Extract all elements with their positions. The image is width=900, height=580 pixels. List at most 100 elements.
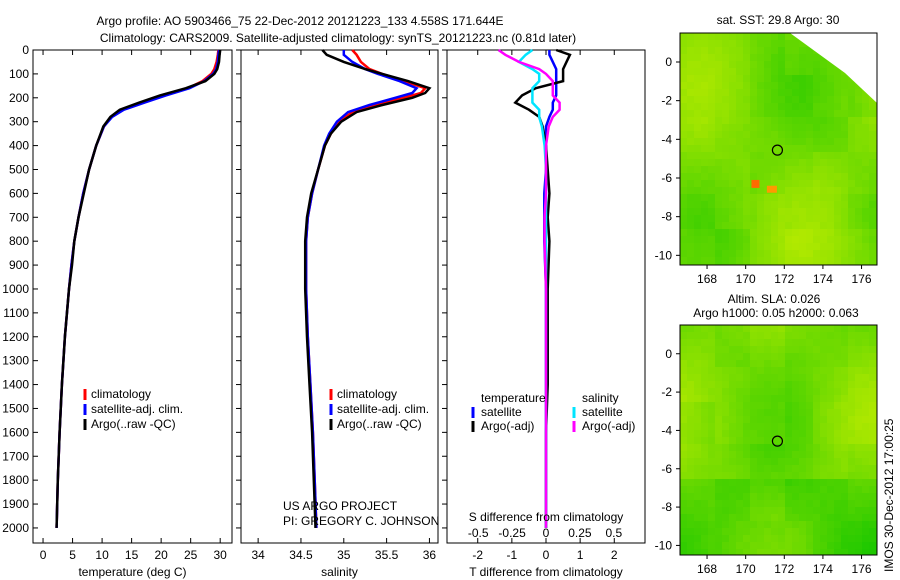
map-cell	[757, 243, 764, 250]
map-cell	[834, 437, 841, 444]
map-cell	[708, 40, 715, 47]
map-cell	[848, 236, 855, 243]
map-cell	[750, 444, 757, 451]
map-cell	[708, 173, 715, 180]
map-cell	[834, 353, 841, 360]
map-cell	[792, 215, 799, 222]
map-cell	[701, 40, 708, 47]
map-cell	[785, 507, 792, 514]
map-cell	[729, 444, 736, 451]
legend-header-temperature: temperature	[481, 391, 546, 405]
map-cell	[701, 402, 708, 409]
map-cell	[736, 159, 743, 166]
map-cell	[869, 360, 876, 367]
map-cell	[813, 458, 820, 465]
map-cell	[834, 339, 841, 346]
map-cell	[778, 458, 785, 465]
map-cell	[799, 68, 806, 75]
map-cell	[771, 374, 778, 381]
map-cell	[722, 542, 729, 549]
map-cell	[799, 215, 806, 222]
map-cell	[862, 208, 869, 215]
map-cell	[715, 402, 722, 409]
map-cell	[750, 215, 757, 222]
map-cell	[708, 528, 715, 535]
map-cell	[806, 138, 813, 145]
legend-label: Argo(-adj)	[481, 419, 534, 433]
map-cell	[792, 528, 799, 535]
map-cell	[813, 131, 820, 138]
map-cell	[820, 159, 827, 166]
title-line2: Climatology: CARS2009. Satellite-adjuste…	[100, 31, 576, 45]
map-cell	[722, 416, 729, 423]
map-cell	[757, 250, 764, 257]
map-cell	[764, 201, 771, 208]
map-cell	[848, 117, 855, 124]
map-cell	[778, 402, 785, 409]
map-cell	[813, 486, 820, 493]
map-cell	[855, 159, 862, 166]
map-cell	[743, 430, 750, 437]
map-cell	[869, 479, 876, 486]
map-cell	[820, 493, 827, 500]
map-cell	[827, 124, 834, 131]
map-cell	[771, 131, 778, 138]
map-cell	[722, 82, 729, 89]
map-cell	[715, 458, 722, 465]
map-cell	[771, 535, 778, 542]
map-cell	[736, 145, 743, 152]
map-cell	[729, 201, 736, 208]
map-cell	[715, 367, 722, 374]
map-cell	[806, 430, 813, 437]
map-cell	[785, 549, 792, 555]
map-cell	[806, 166, 813, 173]
map-cell	[729, 117, 736, 124]
map-cell	[827, 236, 834, 243]
map-cell	[827, 444, 834, 451]
map-cell	[813, 374, 820, 381]
map-cell	[834, 173, 841, 180]
map-cell	[708, 388, 715, 395]
map-title: sat. SST: 29.8 Argo: 30	[717, 13, 840, 27]
map-cell	[792, 416, 799, 423]
map-cell	[764, 117, 771, 124]
map-cell	[750, 208, 757, 215]
map-cell	[820, 444, 827, 451]
map-cell	[792, 138, 799, 145]
map-cell	[680, 103, 687, 110]
x-tick-label: 0	[543, 548, 550, 562]
map-cell	[687, 103, 694, 110]
map-cell	[813, 465, 820, 472]
map-cell	[792, 103, 799, 110]
map-cell	[827, 325, 834, 332]
map-cell	[680, 131, 687, 138]
lat-tick-label: -4	[661, 132, 672, 146]
map-cell	[820, 332, 827, 339]
map-cell	[862, 437, 869, 444]
map-cell	[750, 500, 757, 507]
map-cell	[757, 458, 764, 465]
y-tick-label: 1900	[2, 497, 29, 511]
map-cell	[820, 257, 827, 264]
argo-position-marker	[771, 435, 784, 447]
map-cell	[778, 96, 785, 103]
map-cell	[855, 542, 862, 549]
map-cell	[750, 507, 757, 514]
map-cell	[736, 535, 743, 542]
lon-tick-label: 170	[736, 272, 756, 286]
map-cell	[743, 61, 750, 68]
map-cell	[750, 549, 757, 555]
map-cell	[778, 430, 785, 437]
map-cell	[862, 250, 869, 257]
map-cell	[820, 451, 827, 458]
map-cell	[862, 374, 869, 381]
map-cell	[869, 402, 876, 409]
map-cell	[820, 423, 827, 430]
map-cell	[862, 89, 869, 96]
map-cell	[792, 243, 799, 250]
map-cell	[820, 124, 827, 131]
map-cell	[750, 96, 757, 103]
map-cell	[771, 173, 778, 180]
map-cell	[792, 514, 799, 521]
map-cell	[799, 430, 806, 437]
